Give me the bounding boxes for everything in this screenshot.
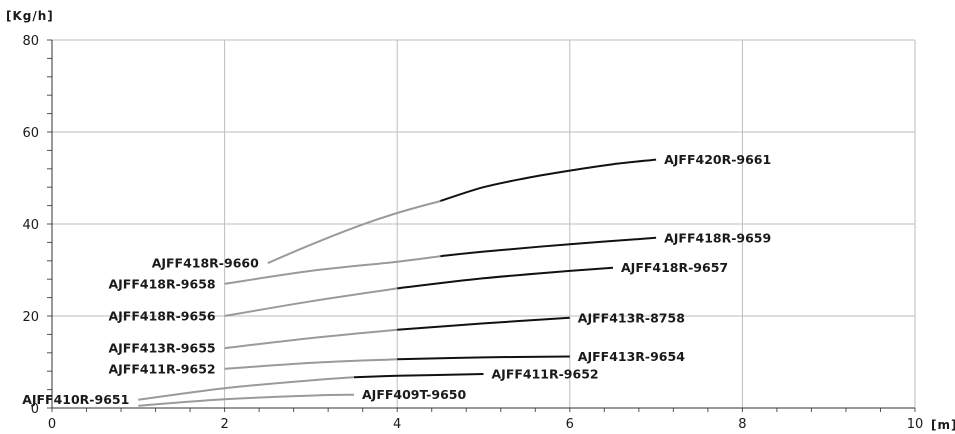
series-line-black [440,238,656,256]
series-label: AJFF411R-9652 [492,367,599,382]
x-tick-label: 4 [393,417,401,432]
series-line-black [397,268,613,289]
series-line-gray [268,201,441,263]
series-line-gray [225,330,398,348]
series-label: AJFF418R-9658 [108,276,215,291]
y-tick-label: 40 [22,218,39,233]
x-tick-label: 10 [907,417,924,432]
series-line-gray [225,359,398,369]
series-label: AJFF418R-9660 [152,256,259,271]
y-tick-label: 60 [22,126,39,141]
series-label: AJFF418R-9659 [664,230,771,245]
series-line-black [397,357,570,360]
series-label: AJFF413R-9655 [108,341,215,356]
series-label: AJFF420R-9661 [664,152,771,167]
y-tick-label: 80 [22,34,39,49]
series-label: AJFF411R-9652 [108,361,215,376]
y-axis-unit-label: [Kg/h] [6,9,54,23]
series-label: AJFF418R-9657 [621,260,728,275]
series-label: AJFF413R-9654 [578,349,685,364]
series-line-gray [138,395,354,406]
series-line-black [354,374,484,377]
series-line-black [397,318,570,330]
series-line-black [440,160,656,201]
x-tick-label: 8 [738,417,746,432]
series-label: AJFF418R-9656 [108,309,215,324]
x-axis-unit-label: [m] [931,418,955,432]
series-label: AJFF410R-9651 [22,392,129,407]
series-line-gray [225,288,398,316]
x-tick-label: 6 [566,417,574,432]
y-tick-label: 20 [22,310,39,325]
x-tick-label: 2 [220,417,228,432]
x-tick-label: 0 [48,417,56,432]
series-label: AJFF413R-8758 [578,310,685,325]
series-label: AJFF409T-9650 [362,387,466,402]
series-line-gray [138,377,354,400]
